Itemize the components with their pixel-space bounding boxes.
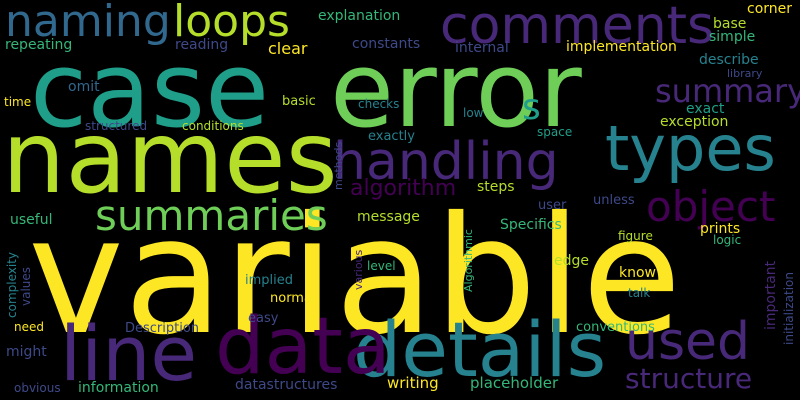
word-handling: handling [333,132,559,192]
word-describe: describe [699,52,759,68]
word-specifics: Specifics [500,217,562,233]
word-omit: omit [68,79,100,95]
word-talk: talk [628,286,651,300]
word-internal: internal [455,40,509,56]
word-object: object [646,182,776,231]
word-exact: exact [686,101,725,117]
word-low: low [463,106,484,120]
word-conventions: conventions [576,320,655,335]
word-writing: writing [387,374,439,392]
word-implementation: implementation [566,39,677,55]
word-placeholder: placeholder [470,374,559,392]
word-figure: figure [618,229,653,243]
word-line: line [60,309,198,398]
word-level: level [367,259,396,273]
word-clear: clear [268,39,308,58]
word-types: types [605,112,776,185]
word-names: names [2,99,338,216]
word-description: Description [125,321,200,336]
word-complexity: complexity [5,252,19,318]
word-library: library [727,67,763,80]
word-values: values [19,266,33,306]
word-summary: summary [655,72,800,110]
word-algorithmic: Algorithmic [462,229,475,292]
word-logic: logic [713,233,742,247]
word-constants: constants [352,36,421,52]
word-details: details [353,305,607,394]
word-prints: prints [700,221,741,237]
word-repeating: repeating [5,37,73,53]
word-easy: easy [248,311,279,326]
word-comments: comments [440,0,715,56]
word-need: need [14,320,44,334]
word-implied: implied [245,273,294,288]
word-corner: corner [747,1,793,17]
word-basic: basic [282,94,316,109]
word-simple: simple [709,29,756,45]
word-methods: methods [332,141,345,190]
word-initialization: initialization [782,272,796,345]
word-exception: exception [660,114,729,130]
word-unless: unless [593,193,635,208]
word-various: various [352,249,365,290]
word-reading: reading [175,37,229,53]
word-base: base [713,16,747,32]
word-obvious: obvious [14,381,61,395]
word-message: message [357,209,420,225]
word-error: error [330,29,582,151]
word-explanation: explanation [318,8,401,24]
word-space: space [537,125,573,139]
word-variable: variable [28,183,682,371]
word-information: information [78,380,159,396]
word-structured: structured [85,119,148,133]
word-know: know [619,265,656,281]
word-conditions: conditions [182,119,244,133]
word-naming: naming [5,0,171,47]
word-edge: edge [554,253,589,269]
word-time: time [4,95,32,109]
word-exactly: exactly [368,129,415,144]
word-data: data [215,302,391,392]
word-algorithm: algorithm [350,176,457,201]
word-loops: loops [173,0,290,47]
word-datastructures: datastructures [235,377,338,393]
word-normal: normal [270,291,316,306]
word-summaries: summaries [95,191,328,240]
word-steps: steps [477,179,515,195]
word-important: important [763,260,779,330]
word-might: might [6,344,47,360]
word-s: s [522,87,541,128]
word-structure: structure [625,362,753,395]
word-useful: useful [10,212,53,228]
word-used: used [625,312,751,372]
word-case: case [30,29,270,151]
word-user: user [538,198,567,213]
word-checks: checks [358,97,400,111]
